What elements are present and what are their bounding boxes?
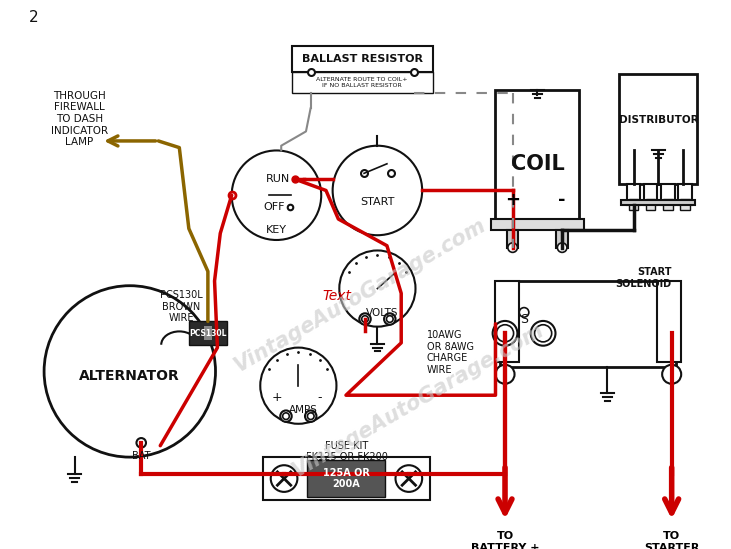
- Text: 10AWG
OR 8AWG
CHARGE
WIRE: 10AWG OR 8AWG CHARGE WIRE: [427, 330, 474, 375]
- Text: +: +: [272, 391, 283, 404]
- Bar: [556, 231, 568, 248]
- Text: -: -: [558, 191, 566, 209]
- Text: ALTERNATOR: ALTERNATOR: [80, 369, 180, 383]
- Circle shape: [662, 365, 681, 384]
- Circle shape: [360, 313, 371, 325]
- Text: Text: Text: [323, 289, 352, 303]
- Text: FUSE KIT: FUSE KIT: [325, 441, 368, 451]
- Bar: [308, 460, 385, 497]
- Bar: [678, 184, 692, 205]
- Circle shape: [395, 465, 423, 492]
- Text: AMPS: AMPS: [289, 406, 317, 416]
- Text: TO: TO: [496, 531, 514, 541]
- Circle shape: [270, 465, 298, 492]
- Text: 125A OR
200A: 125A OR 200A: [323, 468, 370, 489]
- Text: START: START: [360, 197, 395, 207]
- Bar: [500, 281, 676, 367]
- Text: THROUGH
FIREWALL
TO DASH
INDICATOR
LAMP: THROUGH FIREWALL TO DASH INDICATOR LAMP: [50, 91, 108, 147]
- Text: S: S: [520, 312, 528, 326]
- Text: 2: 2: [29, 10, 39, 25]
- Bar: [627, 184, 640, 205]
- Text: BAT: BAT: [132, 451, 151, 461]
- Bar: [629, 199, 638, 210]
- Text: PCS130L
BROWN
WIRE: PCS130L BROWN WIRE: [160, 290, 202, 323]
- Bar: [646, 199, 656, 210]
- Circle shape: [260, 348, 336, 424]
- Circle shape: [508, 243, 518, 253]
- Bar: [644, 184, 657, 205]
- Circle shape: [384, 313, 395, 325]
- Bar: [189, 321, 227, 345]
- Bar: [662, 184, 675, 205]
- Text: FK125 OR FK200: FK125 OR FK200: [306, 452, 387, 462]
- Circle shape: [232, 150, 321, 240]
- Text: ALTERNATE ROUTE TO COIL+
IF NO BALLAST RESISTOR: ALTERNATE ROUTE TO COIL+ IF NO BALLAST R…: [317, 77, 408, 88]
- Bar: [507, 231, 518, 248]
- Circle shape: [558, 243, 567, 253]
- Circle shape: [305, 411, 317, 422]
- Bar: [292, 46, 433, 72]
- Text: BATTERY +: BATTERY +: [471, 543, 539, 549]
- Circle shape: [44, 285, 216, 457]
- Text: VintageAutoGarage.com: VintageAutoGarage.com: [231, 215, 490, 376]
- Text: KEY: KEY: [266, 225, 287, 234]
- Circle shape: [280, 411, 292, 422]
- Circle shape: [519, 307, 529, 317]
- Text: VintageAutoGarage.com: VintageAutoGarage.com: [288, 320, 547, 480]
- Bar: [204, 326, 212, 340]
- Bar: [681, 199, 690, 210]
- Bar: [491, 219, 584, 231]
- Circle shape: [333, 145, 423, 235]
- Circle shape: [534, 325, 552, 342]
- Bar: [292, 72, 433, 93]
- Text: OFF: OFF: [264, 201, 285, 212]
- Text: BALLAST RESISTOR: BALLAST RESISTOR: [302, 54, 423, 64]
- Text: +: +: [505, 191, 520, 209]
- Bar: [619, 74, 697, 184]
- Text: RUN: RUN: [266, 174, 290, 184]
- Bar: [663, 199, 673, 210]
- Text: COIL: COIL: [510, 154, 564, 174]
- Circle shape: [531, 321, 556, 346]
- Bar: [657, 281, 681, 362]
- Text: DISTRIBUTOR: DISTRIBUTOR: [618, 115, 698, 125]
- Text: PCS130L: PCS130L: [189, 329, 227, 338]
- Bar: [496, 91, 579, 219]
- Text: TO: TO: [663, 531, 681, 541]
- Circle shape: [362, 316, 368, 322]
- Circle shape: [387, 316, 393, 322]
- Circle shape: [137, 438, 146, 447]
- Circle shape: [283, 413, 289, 419]
- Circle shape: [308, 413, 314, 419]
- Bar: [621, 200, 695, 205]
- Circle shape: [496, 365, 515, 384]
- Text: VOLTS: VOLTS: [366, 309, 398, 318]
- Circle shape: [496, 325, 514, 342]
- Text: -: -: [317, 391, 322, 404]
- Text: START
SOLENOID: START SOLENOID: [616, 267, 672, 289]
- Text: STARTER: STARTER: [644, 543, 700, 549]
- Circle shape: [339, 250, 415, 327]
- Bar: [263, 457, 430, 500]
- Circle shape: [493, 321, 518, 346]
- Bar: [496, 281, 519, 362]
